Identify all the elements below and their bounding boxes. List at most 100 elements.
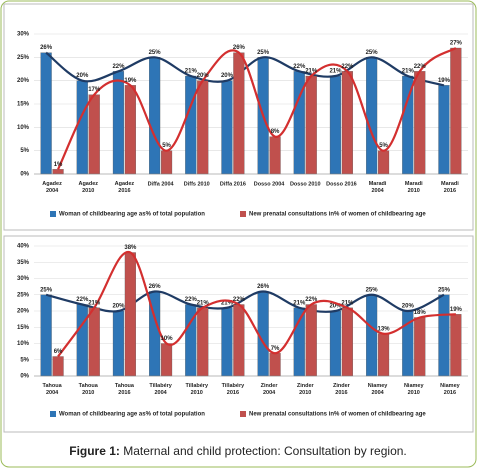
- x-tick-label: Tillabéry 2016: [222, 383, 245, 396]
- data-label: 26%: [257, 284, 270, 290]
- y-tick-label: 5%: [20, 357, 29, 363]
- y-tick-label: 5%: [20, 148, 29, 154]
- bar: [438, 85, 450, 175]
- bar: [88, 307, 100, 377]
- x-tick-label-line: Niamey: [404, 383, 425, 389]
- x-tick-label-line: Agadez: [115, 181, 135, 187]
- x-tick-label: Dosso 2010: [290, 181, 321, 187]
- data-label: 21%: [185, 69, 198, 75]
- data-label: 26%: [40, 45, 53, 51]
- x-tick-label-line: 2010: [408, 390, 420, 396]
- bar: [76, 304, 88, 377]
- data-label: 25%: [438, 287, 451, 293]
- data-label: 19%: [450, 307, 463, 313]
- bar: [88, 94, 100, 175]
- data-label: 22%: [112, 64, 125, 70]
- y-tick-label: 15%: [17, 325, 30, 331]
- data-label: 25%: [366, 50, 379, 56]
- data-label: 21%: [329, 69, 342, 75]
- data-label: 18%: [414, 310, 427, 316]
- trend-line: [45, 290, 445, 313]
- y-tick-label: 0%: [20, 374, 29, 380]
- x-tick-label-line: Niamey: [440, 383, 461, 389]
- data-label: 5%: [379, 143, 388, 149]
- data-label: 25%: [40, 287, 53, 293]
- x-tick-label: Tahoua 2004: [43, 383, 63, 396]
- trend-line: [57, 251, 456, 358]
- data-label: 27%: [450, 41, 463, 47]
- x-tick-label-line: 2004: [46, 390, 59, 396]
- x-tick-label-line: Maradi: [441, 181, 459, 187]
- x-tick-label: Maradi 2010: [405, 181, 423, 194]
- bar: [366, 57, 378, 175]
- x-tick-label-line: Tahoua: [79, 383, 99, 389]
- data-label: 5%: [162, 143, 171, 149]
- x-tick-label: Maradi 2004: [369, 181, 387, 194]
- y-tick-label: 10%: [17, 341, 30, 347]
- y-tick-label: 25%: [17, 55, 30, 61]
- x-tick-label: Dosso 2004: [254, 181, 286, 187]
- data-label: 17%: [88, 87, 101, 93]
- bar: [124, 85, 136, 175]
- x-tick-label: Diffa 2016: [220, 181, 246, 187]
- legend-swatch: [240, 211, 246, 217]
- data-label: 13%: [378, 326, 391, 332]
- trend-line: [45, 51, 445, 87]
- data-label: 20%: [402, 304, 415, 310]
- x-tick-label: Tahoua 2016: [115, 383, 135, 396]
- x-tick-label-line: 2010: [299, 390, 311, 396]
- x-tick-label-line: 2010: [82, 390, 94, 396]
- data-label: 22%: [305, 297, 318, 303]
- x-tick-label-line: 2016: [335, 390, 347, 396]
- data-label: 22%: [341, 64, 354, 70]
- y-tick-label: 15%: [17, 102, 30, 108]
- data-label: 25%: [149, 50, 162, 56]
- bar: [377, 150, 390, 175]
- x-tick-label: Zinder 2004: [261, 383, 279, 396]
- x-tick-label-line: 2010: [408, 188, 420, 194]
- y-tick-label: 20%: [17, 309, 30, 315]
- x-tick-label-line: Zinder: [261, 383, 279, 389]
- x-tick-label: Agadez 2010: [78, 181, 98, 194]
- x-tick-label: Niamey 2016: [440, 383, 461, 396]
- x-tick-label-line: 2016: [118, 390, 130, 396]
- bar: [329, 75, 342, 175]
- data-label: 20%: [329, 304, 342, 310]
- bar: [185, 75, 197, 175]
- data-label: 19%: [124, 78, 137, 84]
- data-label: 22%: [293, 64, 306, 70]
- y-tick-label: 20%: [17, 78, 30, 84]
- x-tick-label: Niamey 2010: [404, 383, 425, 396]
- trend-line: [57, 47, 457, 170]
- bar: [269, 136, 281, 175]
- bar: [160, 343, 173, 377]
- x-tick-label-line: 2016: [227, 390, 239, 396]
- data-label: 8%: [271, 129, 280, 135]
- y-tick-label: 10%: [17, 125, 30, 131]
- legend-swatch: [50, 211, 56, 217]
- data-label: 22%: [414, 64, 427, 70]
- data-label: 20%: [221, 73, 234, 79]
- data-label: 20%: [112, 304, 125, 310]
- y-tick-label: 30%: [17, 276, 30, 282]
- bar: [450, 314, 462, 377]
- data-label: 25%: [366, 287, 379, 293]
- bar: [305, 304, 317, 377]
- bar: [341, 307, 353, 377]
- y-tick-label: 40%: [17, 244, 30, 250]
- bar: [233, 52, 245, 175]
- bar: [305, 75, 317, 175]
- bar: [40, 52, 52, 175]
- bar: [112, 71, 125, 175]
- x-tick-label-line: Zinder: [297, 383, 315, 389]
- x-tick-label-line: Niamey: [368, 383, 389, 389]
- bar: [341, 71, 353, 175]
- bar: [233, 304, 245, 377]
- legend-swatch: [240, 411, 246, 417]
- data-label: 22%: [185, 297, 198, 303]
- x-tick-label: Niamey 2004: [368, 383, 389, 396]
- bar: [414, 71, 426, 175]
- data-label: 21%: [402, 69, 415, 75]
- legend-swatch: [50, 411, 56, 417]
